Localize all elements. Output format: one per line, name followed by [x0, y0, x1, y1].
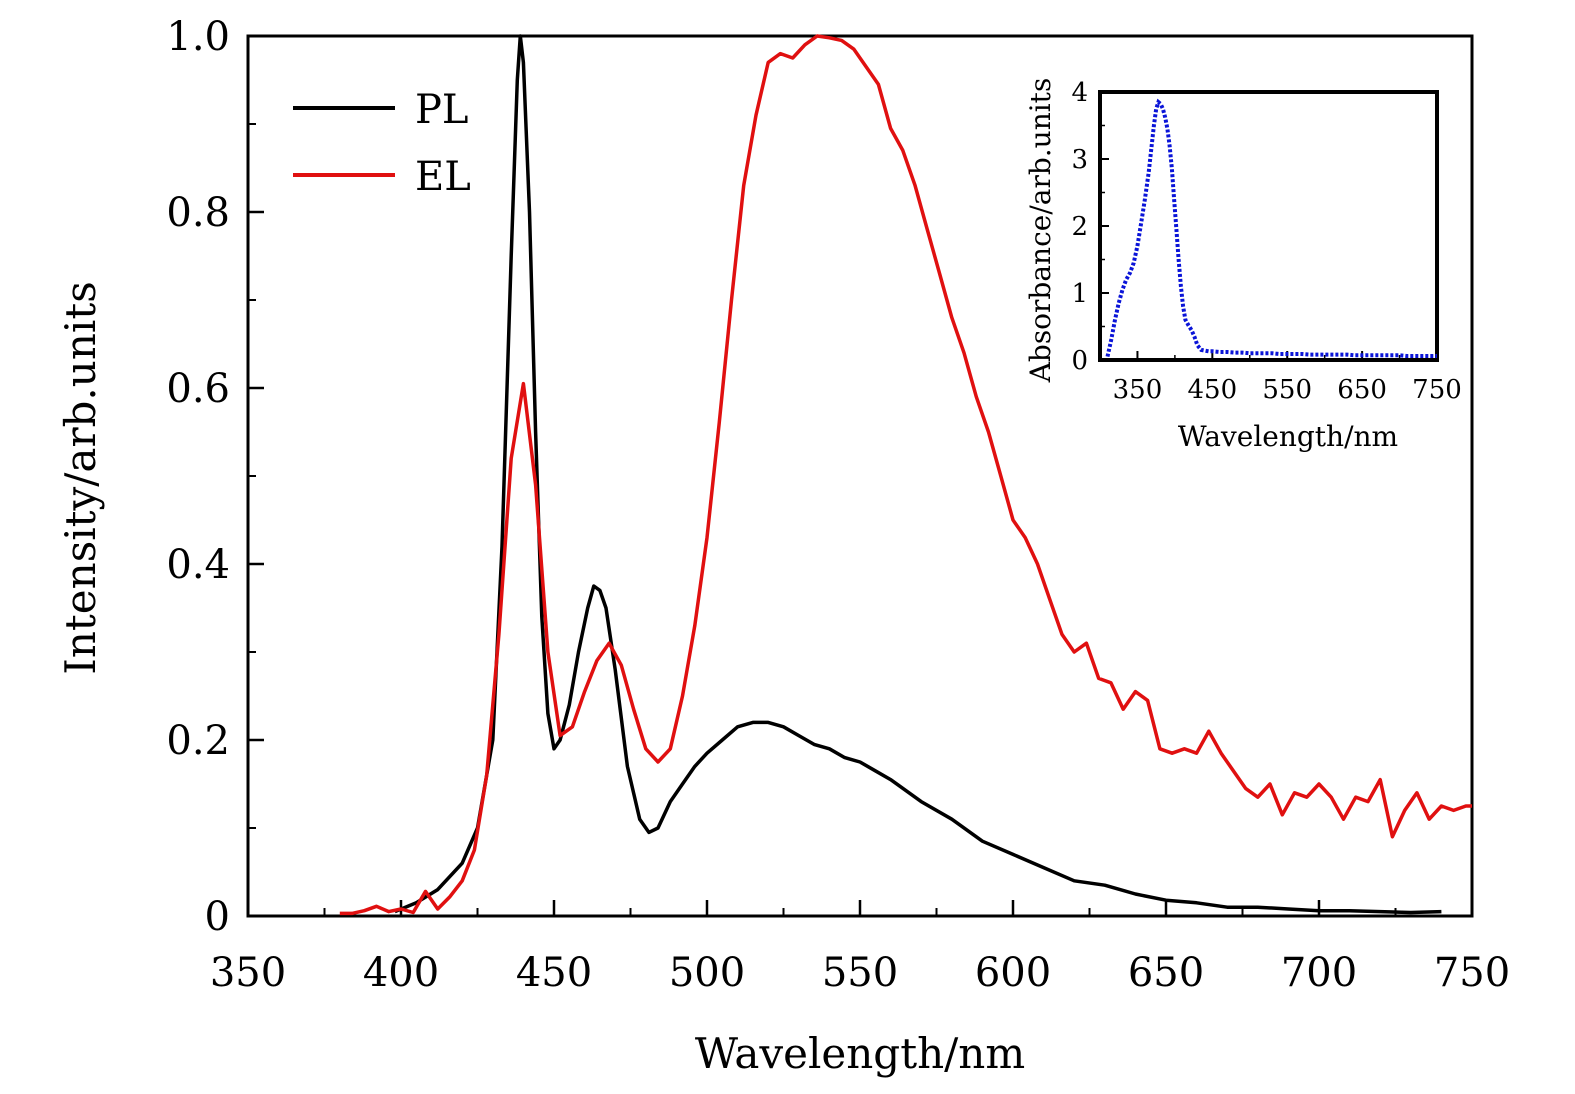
inset-x-axis-title: Wavelength/nm	[1178, 420, 1398, 453]
x-tick-label: 350	[210, 950, 286, 996]
inset-y-tick-label: 4	[1071, 78, 1088, 108]
x-tick-label: 650	[1128, 950, 1204, 996]
x-tick-label: 550	[822, 950, 898, 996]
main-series-group	[339, 34, 1472, 916]
inset-plot: 350 450 550 650 750 0 1 2 3 4 Wavelength/nm Abso…	[1024, 78, 1462, 453]
main-y-axis: 0 0.2 0.4 0.6 0.8 1.0	[166, 14, 264, 940]
x-tick-label: 700	[1281, 950, 1357, 996]
x-tick-label: 750	[1434, 950, 1510, 996]
inset-y-tick-label: 3	[1071, 145, 1088, 175]
main-plot: 350 400 450 500 550 600 650 700 750 0 0.2 0.4 0.6 0.…	[56, 14, 1510, 1078]
x-tick-label: 400	[363, 950, 439, 996]
inset-y-tick-label: 2	[1071, 212, 1088, 242]
inset-x-tick-label: 750	[1412, 375, 1462, 405]
inset-x-axis: 350 450 550 650 750	[1113, 351, 1462, 405]
series-line-el	[339, 34, 1472, 916]
inset-plot-frame	[1098, 90, 1439, 362]
inset-series-absorbance	[1105, 98, 1437, 358]
inset-y-axis: 0 1 2 3 4	[1071, 78, 1109, 376]
y-tick-label: 0.8	[166, 190, 230, 236]
main-x-axis: 350 400 450 500 550 600 650 700 750	[210, 900, 1510, 996]
inset-x-tick-label: 650	[1337, 375, 1387, 405]
x-tick-label: 600	[975, 950, 1051, 996]
series-line-pl	[394, 34, 1442, 915]
inset-y-tick-label: 1	[1071, 279, 1088, 309]
inset-x-tick-label: 450	[1188, 375, 1238, 405]
y-tick-label: 0.4	[166, 542, 230, 588]
inset-series-group	[1105, 98, 1437, 358]
x-tick-label: 500	[669, 950, 745, 996]
x-tick-label: 450	[516, 950, 592, 996]
legend-pl-label: PL	[415, 87, 468, 133]
inset-y-tick-label: 0	[1071, 346, 1088, 376]
y-tick-label: 0.6	[166, 366, 230, 412]
y-tick-label: 1.0	[166, 14, 230, 60]
legend-el-label: EL	[415, 154, 471, 200]
main-x-axis-title: Wavelength/nm	[695, 1029, 1025, 1078]
inset-x-tick-label: 550	[1262, 375, 1312, 405]
legend: PL EL	[293, 87, 471, 200]
main-y-axis-title: Intensity/arb.units	[56, 281, 105, 674]
y-tick-label: 0.2	[166, 718, 230, 764]
y-tick-label: 0	[205, 894, 230, 940]
inset-x-tick-label: 350	[1113, 375, 1163, 405]
inset-y-axis-title: Absorbance/arb.units	[1024, 78, 1057, 384]
